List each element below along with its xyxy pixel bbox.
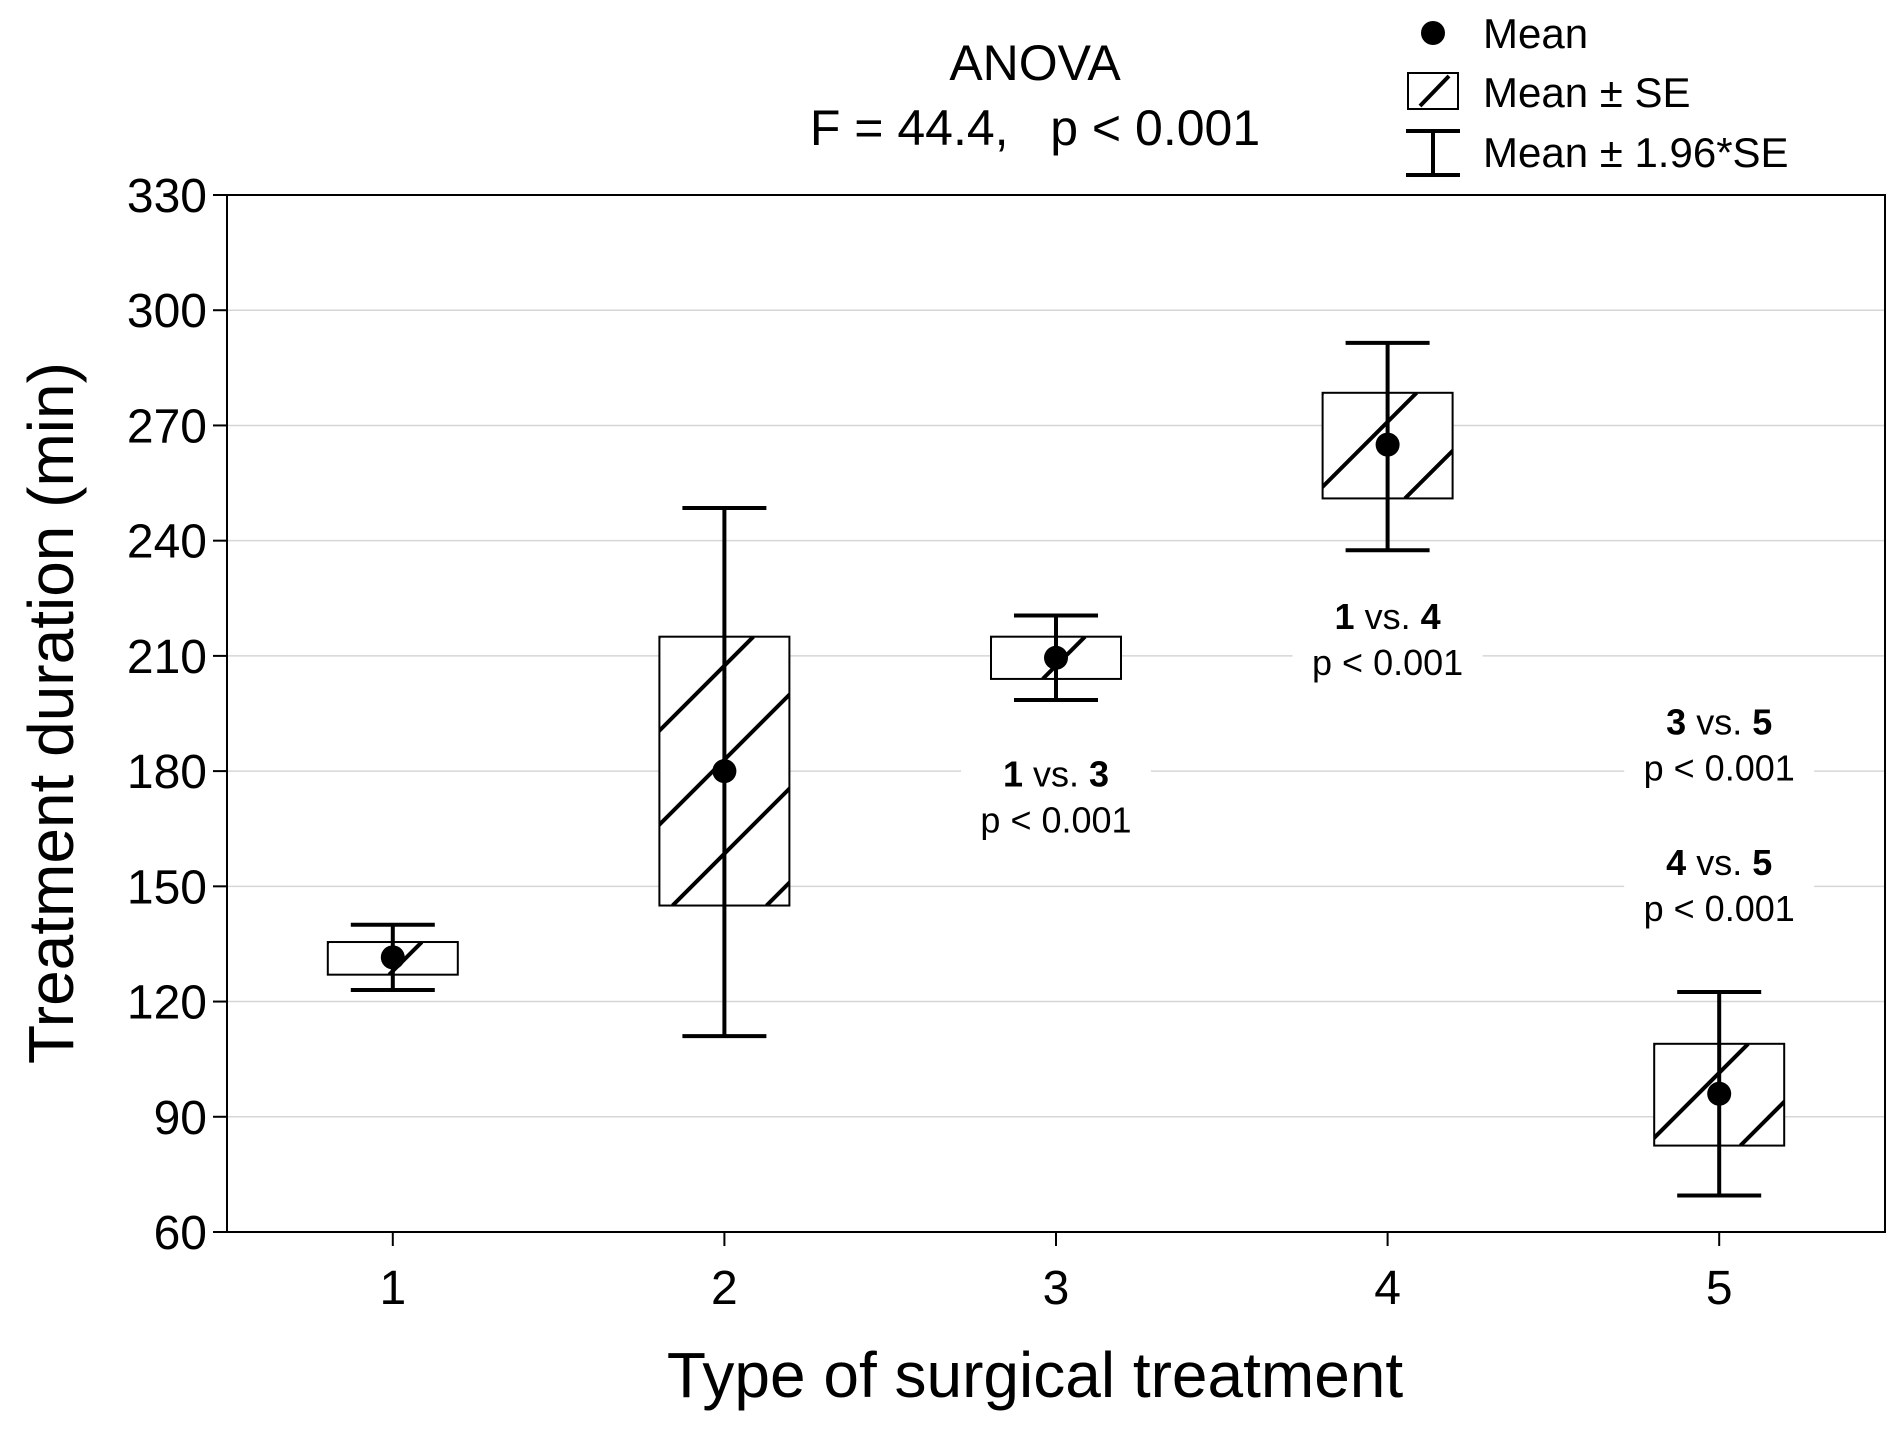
annotation-vs: vs. [1686,842,1752,883]
annotation-group-a: 1 [1335,596,1355,637]
annotation-p-value: p < 0.001 [1644,888,1795,929]
mean-point-3 [1044,645,1068,670]
se-box-5-hatch-line [1739,1098,1785,1146]
annotation-background [961,741,1151,842]
box-group-1 [326,922,459,993]
legend-entry-mean: Mean [1421,10,1588,57]
x-tick-label-3: 3 [1043,1262,1070,1315]
annotation-group-b: 3 [1089,753,1109,794]
y-tick-label-210: 210 [127,631,207,684]
annotation-group-b: 5 [1752,702,1772,743]
y-tick-label-240: 240 [127,516,207,569]
box-group-3 [990,613,1122,703]
mean-point-2 [712,759,737,784]
annotation-comparison: 4 vs. 5 [1666,842,1772,883]
annotation-group-b: 5 [1752,842,1772,883]
legend-mean-symbol [1421,21,1445,45]
legend-entry-ci: Mean ± 1.96*SE [1406,129,1789,177]
se-box-4-hatch-line [1322,392,1419,490]
mean-point-5 [1707,1081,1732,1106]
y-tick-label-60: 60 [154,1207,207,1260]
se-box-2-hatch-line [659,636,755,734]
chart-subtitle: F = 44.4, p < 0.001 [810,100,1260,156]
se-box-2-hatch-line [671,785,790,906]
y-axis-label: Treatment duration (min) [15,362,87,1064]
legend-mean-label: Mean [1483,10,1588,57]
annotation-p-value: p < 0.001 [1644,748,1795,789]
y-tick-label-150: 150 [127,861,207,914]
boxes [326,340,1786,1198]
legend-se-hatch [1418,74,1451,108]
annotation-group-a: 3 [1666,702,1686,743]
comparison-annotation-3-vs-5: 3 vs. 5 p < 0.001 [1624,689,1815,790]
annotation-comparison: 3 vs. 5 [1666,702,1772,743]
annotation-background [1624,689,1815,790]
mean-point-4 [1375,432,1400,457]
x-tick-label-2: 2 [711,1262,738,1315]
y-tick-label-300: 300 [127,285,207,338]
legend: Mean Mean ± SE Mean ± 1.96*SE [1406,10,1789,177]
y-tick-label-90: 90 [154,1092,207,1145]
annotation-group-a: 4 [1666,842,1686,883]
se-box-5-hatch-line [1654,1043,1750,1141]
annotation-comparison: 1 vs. 4 [1335,596,1441,637]
x-tick-label-1: 1 [379,1262,406,1315]
legend-entry-se: Mean ± SE [1407,69,1690,116]
annotation-group-b: 4 [1421,596,1441,637]
comparison-annotation-1-vs-3: 1 vs. 3 p < 0.001 [961,741,1151,842]
y-tick-label-120: 120 [127,977,207,1030]
x-axis-label: Type of surgical treatment [667,1339,1404,1411]
x-tick-label-5: 5 [1706,1262,1733,1315]
box-group-2 [658,506,791,1039]
chart-title: ANOVA [949,35,1121,91]
box-group-4 [1321,340,1454,553]
se-box-5-hatch [1654,1043,1785,1146]
x-tick-label-4: 4 [1374,1262,1401,1315]
box-group-5 [1653,989,1786,1198]
y-tick-label-180: 180 [127,746,207,799]
annotation-background [1624,829,1815,930]
comparison-annotations: 1 vs. 3 p < 0.001 1 vs. 4 p < 0.001 3 vs. 5 p… [961,584,1815,930]
annotation-vs: vs. [1023,753,1089,794]
legend-se-label: Mean ± SE [1483,69,1690,116]
se-box-4-hatch-line [1403,447,1453,499]
mean-point-1 [380,945,405,970]
annotation-background [1292,584,1483,685]
annotation-p-value: p < 0.001 [980,799,1131,840]
comparison-annotation-4-vs-5: 4 vs. 5 p < 0.001 [1624,829,1815,930]
annotation-vs: vs. [1686,702,1752,743]
legend-ci-label: Mean ± 1.96*SE [1483,129,1789,176]
axes: 60 90 120 150 180 210 240 270 300 330 1 2 3 4 5 [127,170,1733,1315]
annotation-group-a: 1 [1003,753,1023,794]
y-tick-label-330: 330 [127,170,207,223]
annotation-vs: vs. [1355,596,1421,637]
se-box-4-hatch [1322,392,1453,499]
annotation-p-value: p < 0.001 [1312,642,1463,683]
y-tick-label-270: 270 [127,400,207,453]
annotation-comparison: 1 vs. 3 [1003,753,1109,794]
comparison-annotation-1-vs-4: 1 vs. 4 p < 0.001 [1292,584,1483,685]
